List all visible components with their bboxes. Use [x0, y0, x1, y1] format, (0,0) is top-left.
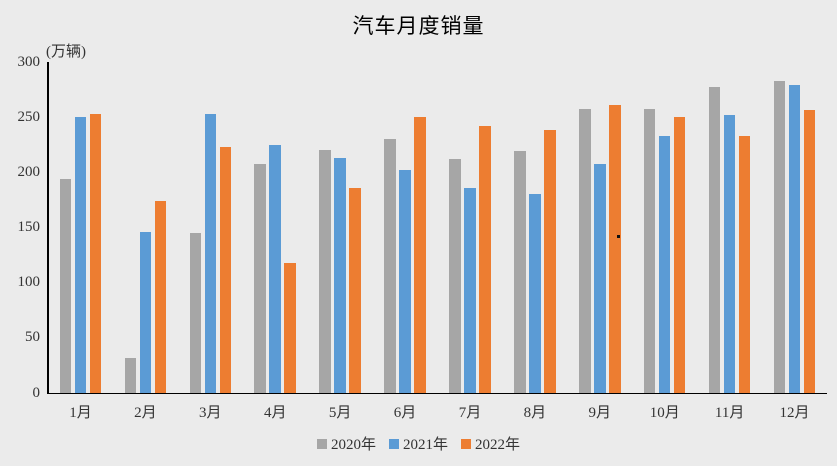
y-tick-label: 150	[17, 219, 41, 236]
bar-group	[502, 62, 567, 393]
bar-2021年	[399, 169, 411, 393]
bar-2020年	[773, 80, 786, 393]
bar-2020年	[384, 139, 396, 393]
x-axis-line	[47, 392, 827, 394]
bar-2022年	[349, 187, 361, 393]
legend-item-label: 2022年	[475, 437, 521, 453]
legend-item-2022年: 2022年	[461, 433, 520, 454]
bar-2020年	[708, 87, 721, 393]
bar-2021年	[658, 135, 671, 393]
y-tick-label: 0	[32, 384, 41, 401]
bar-2020年	[254, 164, 266, 393]
bar-group	[373, 62, 438, 393]
bar-group	[113, 62, 178, 393]
y-tick-label: 300	[17, 54, 41, 70]
x-axis-label: 4月	[263, 405, 287, 421]
y-axis-unit-label: (万辆)	[46, 44, 86, 60]
x-axis-label: 1月	[69, 405, 92, 421]
bar-group	[697, 62, 762, 393]
bar-2022年	[803, 110, 816, 393]
x-axis-label: 7月	[458, 405, 482, 421]
bar-2021年	[723, 114, 736, 393]
bar-2022年	[673, 117, 686, 393]
chart-title: 汽车月度销量	[352, 14, 485, 38]
bar-group	[243, 62, 308, 393]
x-axis-label: 2月	[134, 405, 157, 421]
bar-group	[762, 62, 827, 393]
x-axis-label: 10月	[649, 405, 680, 421]
bar-2020年	[579, 109, 591, 393]
bar-2020年	[514, 151, 526, 393]
bar-2020年	[189, 232, 202, 393]
bar-2021年	[139, 231, 152, 393]
y-axis-line	[47, 62, 49, 393]
bar-2021年	[464, 187, 476, 393]
y-tick-label: 100	[17, 274, 41, 291]
legend-item-label: 2021年	[402, 437, 448, 453]
x-axis-label: 6月	[393, 405, 417, 421]
bar-2020年	[449, 158, 461, 393]
stray-mark-dot	[617, 235, 620, 238]
bar-group	[632, 62, 697, 393]
legend-swatch	[316, 438, 327, 449]
bar-2022年	[414, 117, 426, 393]
x-axis-label: 5月	[328, 405, 352, 421]
bar-2020年	[124, 358, 137, 393]
bar-2020年	[59, 178, 72, 393]
x-axis-label: 11月	[714, 405, 745, 421]
x-axis-label: 9月	[588, 405, 612, 421]
legend-swatch	[388, 438, 399, 449]
legend: 2020年 2021年 2022年	[0, 433, 837, 454]
bar-2020年	[319, 150, 331, 393]
bar-2022年	[89, 113, 102, 393]
bar-2021年	[269, 144, 281, 393]
legend-item-label: 2020年	[330, 437, 376, 453]
bar-2022年	[544, 130, 556, 393]
legend-item-2020年: 2020年	[316, 433, 376, 454]
bar-2021年	[788, 85, 801, 393]
y-tick-label: 50	[25, 329, 40, 346]
bar-2022年	[479, 125, 491, 393]
bar-group	[48, 62, 113, 393]
y-axis-tick-labels: 300 250 200 150 100 50 0	[0, 0, 41, 466]
bar-group	[308, 62, 373, 393]
bar-2022年	[609, 104, 621, 393]
x-axis-label: 12月	[779, 405, 810, 421]
bar-2022年	[284, 262, 296, 393]
x-axis-label: 3月	[199, 405, 222, 421]
bar-2022年	[219, 146, 232, 393]
bar-2022年	[154, 200, 167, 393]
bar-2021年	[334, 157, 346, 393]
bar-group	[178, 62, 243, 393]
bar-2020年	[643, 109, 656, 393]
bar-2022年	[738, 135, 751, 393]
plot-area	[48, 62, 827, 393]
y-tick-label: 250	[17, 109, 41, 126]
bar-group	[567, 62, 632, 393]
bar-2021年	[204, 113, 217, 393]
bar-2021年	[74, 117, 87, 393]
bar-2021年	[594, 164, 606, 393]
legend-swatch	[461, 438, 471, 449]
x-axis-labels: 1月 2月 3月 4月 5月 6月 7月 8月 9月 10月 11月 12月	[48, 401, 827, 423]
bar-2021年	[529, 194, 541, 393]
y-tick-label: 200	[17, 164, 41, 181]
legend-item-2021年: 2021年	[388, 433, 448, 454]
bar-group	[438, 62, 503, 393]
x-axis-label: 8月	[523, 405, 547, 421]
